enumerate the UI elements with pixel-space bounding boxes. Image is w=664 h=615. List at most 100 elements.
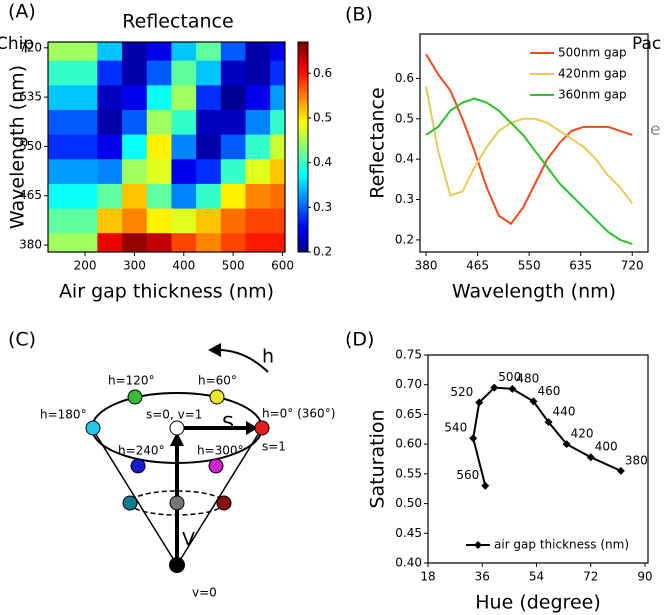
- heat-cell: [122, 84, 148, 110]
- x-axis-label: Hue (degree): [475, 592, 600, 614]
- y-tick-label: 550: [19, 139, 42, 153]
- heat-cell: [270, 232, 286, 253]
- panel-label: (D): [345, 329, 374, 351]
- colorbar-step: [298, 49, 308, 53]
- colorbar-step: [298, 150, 308, 155]
- heat-cell: [97, 42, 123, 61]
- heat-cell: [122, 183, 148, 209]
- hue-dot: [127, 389, 143, 405]
- heat-cell: [171, 60, 197, 86]
- x-axis-label: Wavelength (nm): [452, 281, 616, 303]
- hue-label: h=180°: [40, 408, 87, 422]
- chart-title: Reflectance: [122, 11, 233, 33]
- colorbar-step: [298, 217, 308, 221]
- x-tick-label: 18: [420, 570, 435, 584]
- plot-frame: [427, 354, 649, 564]
- y-tick-label: 0.70: [395, 377, 422, 391]
- arrow-head: [208, 343, 221, 357]
- colorbar-step: [298, 108, 308, 113]
- hue-dot: [216, 495, 232, 511]
- colorbar-step: [298, 98, 308, 102]
- colorbar-step: [298, 133, 308, 137]
- heat-cell: [146, 183, 172, 209]
- cone-side: [91, 427, 178, 566]
- heat-cell: [146, 232, 172, 253]
- colorbar-step: [298, 56, 308, 60]
- colorbar-step: [298, 213, 308, 218]
- heat-cell: [122, 60, 148, 86]
- heat-cell: [146, 109, 172, 135]
- heat-cell: [270, 109, 286, 135]
- colorbar-step: [298, 178, 308, 183]
- colorbar-step: [298, 224, 308, 228]
- colorbar-step: [298, 122, 308, 127]
- colorbar-step: [298, 241, 308, 246]
- x-tick-label: 720: [621, 259, 644, 273]
- legend-label: 500nm gap: [558, 46, 627, 60]
- colorbar-step: [298, 91, 308, 95]
- heat-cell: [220, 42, 246, 61]
- colorbar-step: [298, 87, 308, 92]
- point-marker: [508, 384, 517, 393]
- heat-cell: [48, 232, 98, 253]
- y-axis-label: Reflectance: [367, 87, 389, 198]
- heat-cell: [220, 183, 246, 209]
- hue-dot: [169, 420, 185, 436]
- v0-label: v=0: [192, 586, 217, 600]
- hue-dot: [254, 420, 270, 436]
- heat-cell: [146, 42, 172, 61]
- point-label: 520: [450, 385, 473, 399]
- y-tick-label: 720: [19, 40, 42, 54]
- colorbar-step: [298, 101, 308, 106]
- colorbar-step: [298, 161, 308, 165]
- colorbar-step: [298, 189, 308, 193]
- series-line: [472, 386, 622, 486]
- y-tick-label: 0.5: [395, 111, 414, 125]
- heat-cell: [171, 232, 197, 253]
- heat-cell: [146, 84, 172, 110]
- colorbar-step: [298, 140, 308, 144]
- colorbar-step: [298, 84, 308, 88]
- colorbar-step: [298, 52, 308, 57]
- heat-cell: [270, 183, 286, 209]
- colorbar-step: [298, 66, 308, 71]
- colorbar-step: [298, 203, 308, 207]
- colorbar-step: [298, 168, 308, 172]
- heat-cell: [196, 134, 222, 160]
- hue-dot: [130, 458, 146, 474]
- heat-cell: [122, 208, 148, 234]
- hue-label: h=300°: [197, 444, 244, 458]
- heat-cell: [245, 134, 271, 160]
- series-line: [425, 86, 634, 205]
- legend-label: 360nm gap: [558, 88, 627, 102]
- y-axis-label: Wavelength (nm): [7, 65, 29, 229]
- panel-label: (C): [8, 329, 36, 351]
- s-label: S: [222, 413, 234, 435]
- colorbar-step: [298, 147, 308, 151]
- series-line: [425, 53, 633, 226]
- colorbar-step: [298, 80, 308, 85]
- hue-dot: [122, 495, 138, 511]
- point-label: 540: [444, 421, 467, 435]
- colorbar-step: [298, 136, 308, 141]
- point-marker: [544, 418, 553, 427]
- heat-cell: [270, 42, 286, 61]
- point-marker: [616, 466, 625, 475]
- y-tick-label: 0.3: [395, 192, 414, 206]
- colorbar-step: [298, 210, 308, 214]
- heat-cell: [270, 84, 286, 110]
- point-label: 380: [625, 453, 648, 467]
- heat-cell: [245, 158, 271, 184]
- colorbar-step: [298, 182, 308, 186]
- heat-cell: [270, 208, 286, 234]
- heat-cell: [196, 84, 222, 110]
- x-tick-label: 550: [518, 259, 541, 273]
- heat-cell: [146, 208, 172, 234]
- colorbar-tick-label: 0.2: [313, 245, 332, 259]
- x-tick-label: 400: [172, 259, 195, 273]
- heat-cell: [196, 109, 222, 135]
- heat-cell: [245, 60, 271, 86]
- y-tick-label: 0.45: [395, 526, 422, 540]
- colorbar-step: [298, 143, 308, 148]
- colorbar-step: [298, 112, 308, 116]
